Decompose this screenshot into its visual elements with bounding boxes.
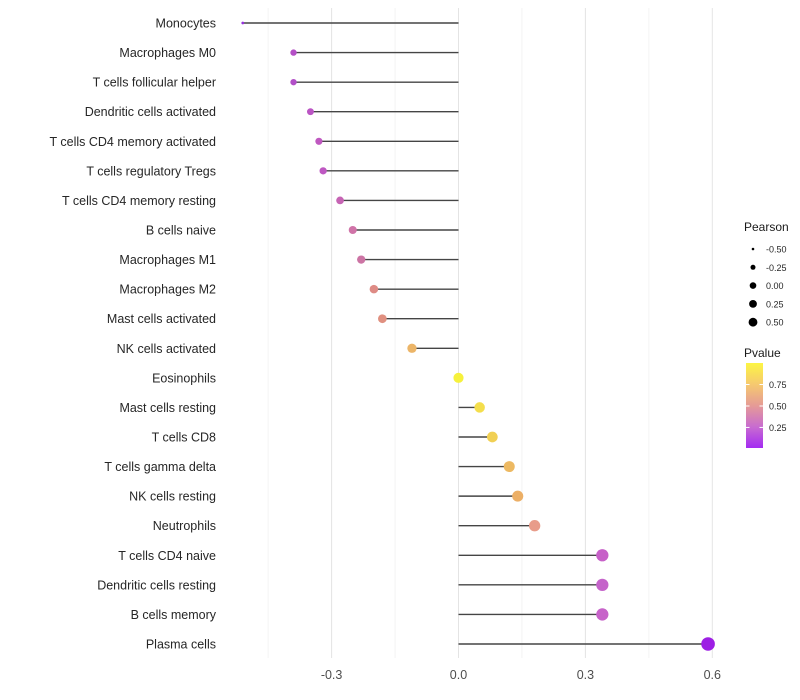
size-legend-dot bbox=[750, 264, 756, 270]
category-label: B cells memory bbox=[131, 608, 217, 622]
size-legend-label: 0.00 bbox=[766, 281, 784, 291]
lollipop-dot bbox=[596, 578, 609, 591]
size-legend-dot bbox=[748, 317, 758, 327]
lollipop-dot bbox=[474, 402, 485, 413]
lollipop-dot bbox=[701, 637, 715, 651]
category-label: Mast cells activated bbox=[107, 312, 216, 326]
category-label: B cells naive bbox=[146, 223, 216, 237]
size-legend-label: -0.25 bbox=[766, 263, 787, 273]
category-label: Neutrophils bbox=[153, 519, 216, 533]
category-label: Dendritic cells resting bbox=[97, 578, 216, 592]
lollipop-dot bbox=[348, 225, 357, 235]
category-label: T cells CD4 naive bbox=[118, 549, 216, 563]
lollipop-dot bbox=[512, 490, 524, 502]
category-label: Eosinophils bbox=[152, 371, 216, 385]
lollipop-dot bbox=[357, 255, 366, 264]
size-legend-label: 0.25 bbox=[766, 299, 784, 309]
category-label: NK cells resting bbox=[129, 490, 216, 504]
category-label: T cells regulatory Tregs bbox=[86, 164, 216, 178]
x-axis-tick-label: 0.3 bbox=[577, 668, 594, 682]
lollipop-dot bbox=[290, 49, 297, 56]
colorbar-tick-label: 0.25 bbox=[769, 423, 787, 433]
lollipop-dot bbox=[453, 372, 464, 383]
category-label: T cells CD4 memory resting bbox=[62, 194, 216, 208]
colorbar-tick-label: 0.50 bbox=[769, 402, 787, 412]
category-label: T cells CD4 memory activated bbox=[50, 135, 217, 149]
lollipop-dot bbox=[486, 431, 498, 443]
size-legend-dot bbox=[749, 282, 757, 289]
lollipop-dot bbox=[306, 108, 314, 116]
category-label: Macrophages M1 bbox=[119, 253, 216, 267]
category-label: Dendritic cells activated bbox=[85, 105, 216, 119]
lollipop-dot bbox=[596, 549, 609, 562]
size-legend-dot bbox=[751, 247, 755, 251]
size-legend-title: Pearson bbox=[744, 220, 789, 234]
category-label: T cells gamma delta bbox=[104, 460, 216, 474]
lollipop-dot bbox=[503, 461, 515, 473]
category-label: Monocytes bbox=[156, 17, 216, 31]
colorbar-tick-label: 0.75 bbox=[769, 380, 787, 390]
lollipop-dot bbox=[528, 520, 541, 532]
x-axis-tick-label: 0.0 bbox=[450, 668, 467, 682]
category-label: Plasma cells bbox=[146, 637, 216, 651]
size-legend-label: 0.50 bbox=[766, 318, 784, 328]
category-label: NK cells activated bbox=[117, 342, 216, 356]
category-label: T cells follicular helper bbox=[93, 76, 216, 90]
lollipop-dot bbox=[315, 137, 323, 145]
size-legend-dot bbox=[749, 300, 757, 308]
category-label: Mast cells resting bbox=[119, 401, 216, 415]
lollipop-dot bbox=[407, 343, 417, 353]
lollipop-dot bbox=[369, 284, 379, 294]
x-axis-tick-label: 0.6 bbox=[704, 668, 721, 682]
category-label: Macrophages M0 bbox=[119, 46, 216, 60]
lollipop-dot bbox=[319, 167, 327, 175]
size-legend-label: -0.50 bbox=[766, 245, 787, 255]
category-label: T cells CD8 bbox=[152, 430, 216, 444]
category-label: Macrophages M2 bbox=[119, 283, 216, 297]
lollipop-dot bbox=[290, 78, 297, 86]
lollipop-dot bbox=[596, 608, 609, 621]
lollipop-dot bbox=[241, 21, 245, 25]
x-axis-tick-label: -0.3 bbox=[321, 668, 343, 682]
lollipop-dot bbox=[336, 196, 344, 205]
pvalue-colorbar bbox=[746, 363, 763, 448]
color-legend-title: Pvalue bbox=[744, 346, 781, 360]
lollipop-dot bbox=[378, 314, 387, 324]
